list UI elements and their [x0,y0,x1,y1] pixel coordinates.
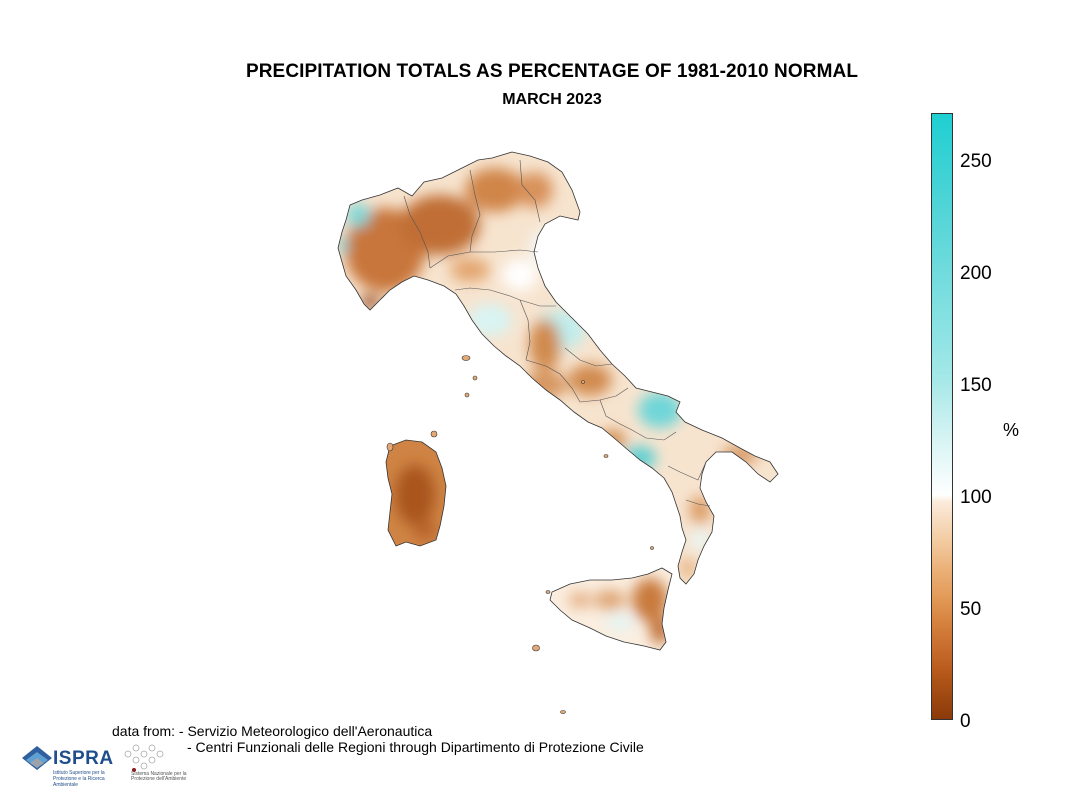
colorbar-tick-250: 250 [960,151,992,172]
snpa-logo-subtitle: Sistema Nazionale per la Protezione dell… [131,771,187,782]
colorbar [931,113,953,720]
ispra-logo-subtitle: Istituto Superiore per la Protezione e l… [53,770,105,788]
sardinia-shading [386,440,446,546]
map-title: PRECIPITATION TOTALS AS PERCENTAGE OF 19… [245,61,859,82]
credits-line-1: data from: - Servizio Meteorologico dell… [112,723,433,739]
data-credits: data from: - Servizio Meteorologico dell… [112,723,644,755]
colorbar-tick-100: 100 [960,487,992,508]
minor-islands [386,355,654,714]
credits-line-2: - Centri Funzionali delle Regioni throug… [187,739,644,755]
colorbar-unit-label: % [1003,420,1020,440]
ispra-logo-icon [22,746,52,770]
snpa-logo-icon [124,744,164,772]
colorbar-tick-150: 150 [960,375,992,396]
sicily-shading [550,568,672,650]
region-boundaries [403,159,711,507]
colorbar-tick-50: 50 [960,599,982,620]
colorbar-tick-200: 200 [960,263,992,284]
ispra-logo-text: ISPRA [53,748,114,769]
map-subtitle: MARCH 2023 [502,91,602,108]
colorbar-tick-0: 0 [960,711,971,732]
